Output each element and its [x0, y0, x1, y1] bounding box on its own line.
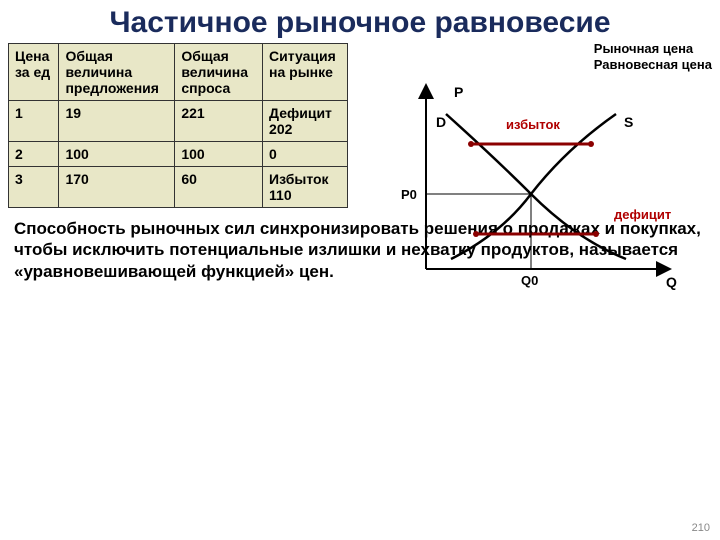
cell: 1	[9, 101, 59, 142]
cell: Избыток 110	[263, 167, 348, 208]
cell: Дефицит 202	[263, 101, 348, 142]
col-supply: Общая величина предложения	[59, 44, 175, 101]
surplus-label: избыток	[506, 117, 560, 132]
table-header-row: Цена за ед Общая величина предложения Об…	[9, 44, 348, 101]
cell: 19	[59, 101, 175, 142]
main-row: Цена за ед Общая величина предложения Об…	[0, 43, 720, 208]
table-row: 2 100 100 0	[9, 142, 348, 167]
chart-top-labels: Рыночная цена Равновесная цена	[594, 41, 712, 72]
cell: 60	[175, 167, 263, 208]
data-table-container: Цена за ед Общая величина предложения Об…	[8, 43, 348, 208]
p0-label: P0	[401, 187, 417, 202]
market-price-label: Рыночная цена	[594, 41, 712, 57]
col-demand: Общая величина спроса	[175, 44, 263, 101]
cell: 221	[175, 101, 263, 142]
col-situation: Ситуация на рынке	[263, 44, 348, 101]
cell: 100	[59, 142, 175, 167]
dot-icon	[588, 141, 594, 147]
cell: 170	[59, 167, 175, 208]
supply-demand-chart: P Q D S P0 Q0 избыток дефицит	[366, 79, 706, 299]
col-price: Цена за ед	[9, 44, 59, 101]
q-axis-label: Q	[666, 274, 677, 290]
equilibrium-price-label: Равновесная цена	[594, 57, 712, 73]
cell: 2	[9, 142, 59, 167]
supply-curve	[451, 114, 616, 259]
q0-label: Q0	[521, 273, 538, 288]
dot-icon	[473, 231, 479, 237]
cell: 100	[175, 142, 263, 167]
table-row: 3 170 60 Избыток 110	[9, 167, 348, 208]
cell: 0	[263, 142, 348, 167]
d-label: D	[436, 114, 446, 130]
page-title: Частичное рыночное равновесие	[0, 0, 720, 43]
equilibrium-table: Цена за ед Общая величина предложения Об…	[8, 43, 348, 208]
cell: 3	[9, 167, 59, 208]
deficit-label: дефицит	[614, 207, 671, 222]
page-number: 210	[692, 522, 710, 534]
dot-icon	[593, 231, 599, 237]
chart-container: Рыночная цена Равновесная цена	[356, 43, 712, 208]
dot-icon	[468, 141, 474, 147]
s-label: S	[624, 114, 633, 130]
table-row: 1 19 221 Дефицит 202	[9, 101, 348, 142]
p-axis-label: P	[454, 84, 463, 100]
